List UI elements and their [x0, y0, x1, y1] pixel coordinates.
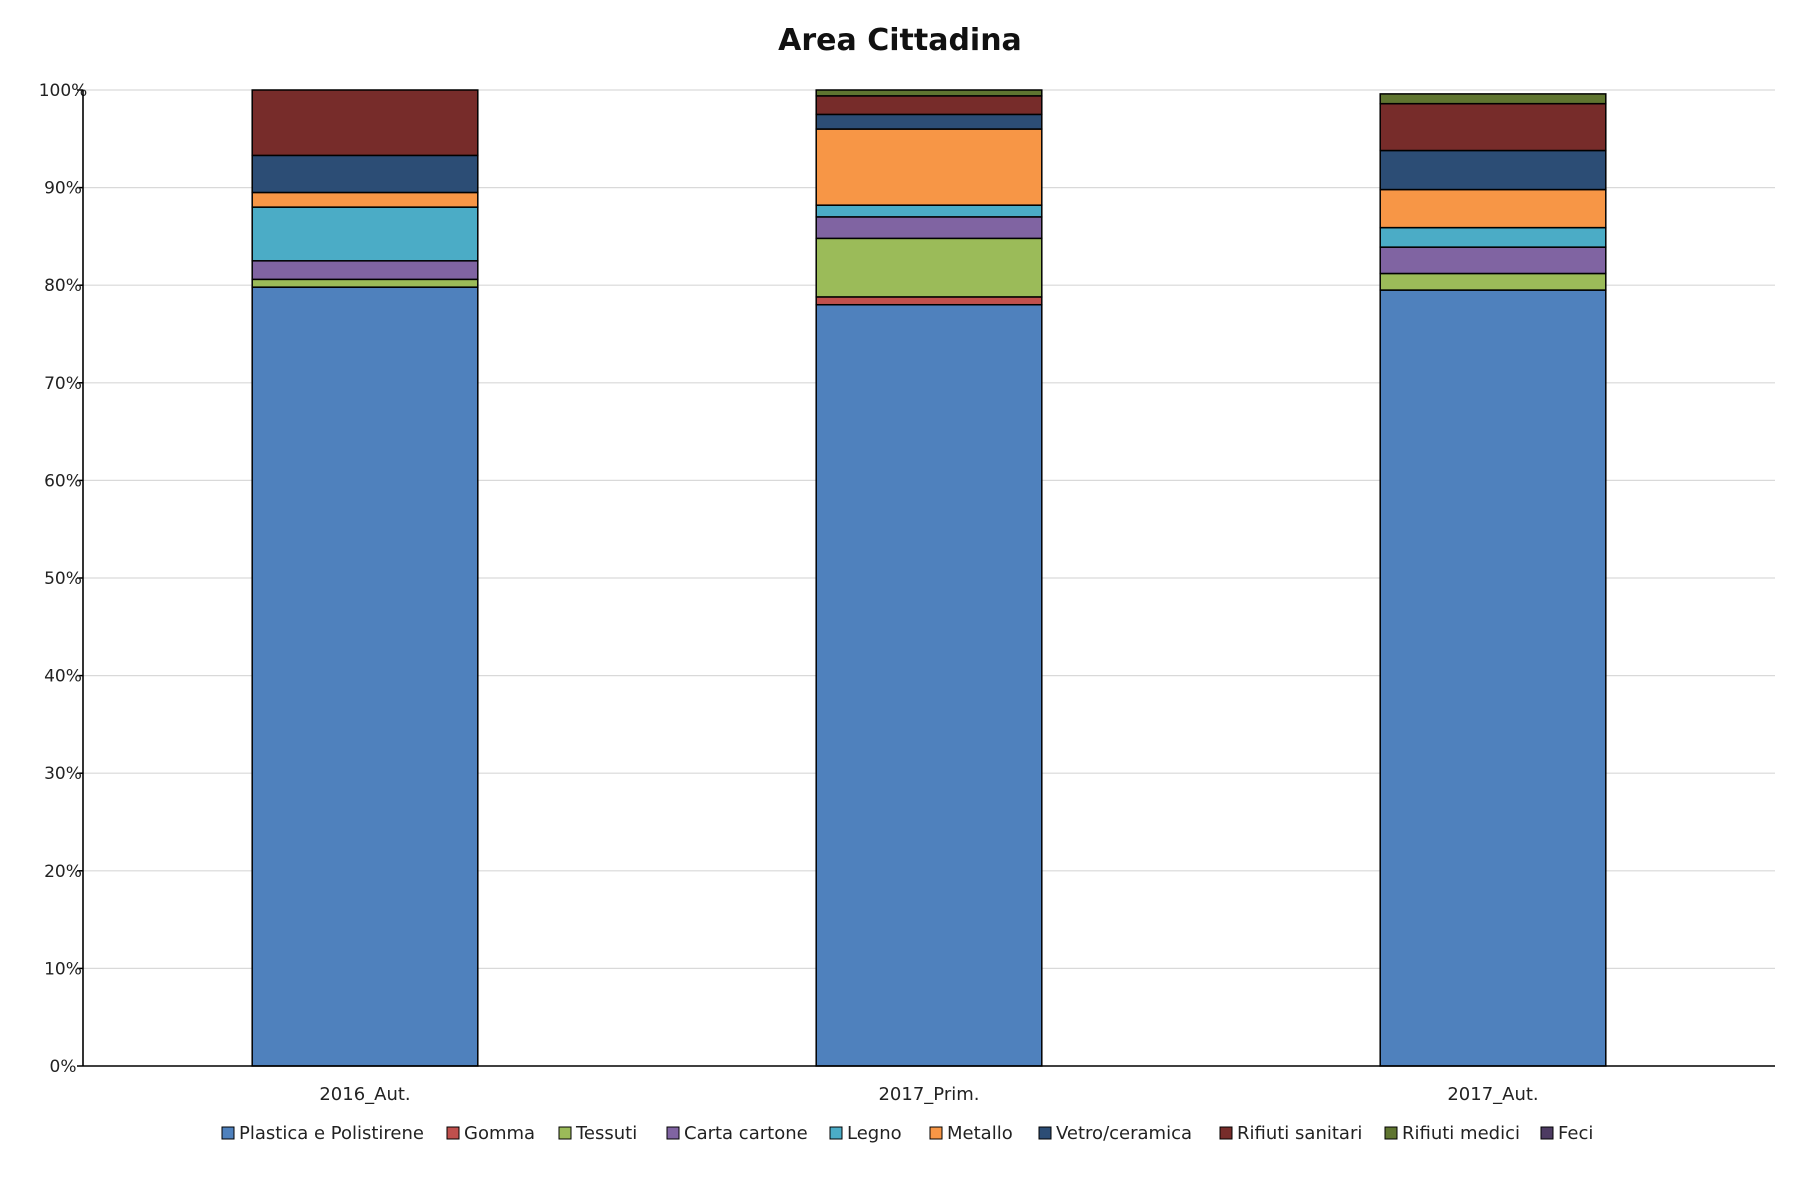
x-category-label: 2017_Prim. [878, 1084, 979, 1105]
legend-label: Legno [847, 1123, 902, 1144]
bar-segment [1379, 93, 1607, 105]
bar-segment [251, 154, 479, 194]
bar-segment [251, 278, 479, 288]
y-tick-label: 60% [44, 471, 82, 491]
bar-segment [1379, 246, 1607, 275]
legend-label: Tessuti [575, 1123, 637, 1144]
legend-swatch [1219, 1126, 1233, 1140]
legend-swatch [1540, 1126, 1554, 1140]
y-tick-label: 20% [44, 862, 82, 882]
legend-label: Rifiuti medici [1402, 1123, 1520, 1144]
y-tick-label: 80% [44, 276, 82, 296]
chart-title: Area Cittadina [778, 23, 1022, 58]
x-axis-labels: 2016_Aut. 2017_Prim. 2017_Aut. [319, 1084, 1538, 1105]
bar-segment [815, 95, 1043, 116]
bar-segment [1379, 226, 1607, 248]
bar-segment [251, 191, 479, 208]
bar-segment [1379, 272, 1607, 291]
y-axis-ticks: 0% 10% 20% 30% 40% 50% 60% 70% 80% 90% 100% [39, 81, 88, 1077]
y-tick-label: 100% [39, 81, 88, 101]
legend-swatch [929, 1126, 943, 1140]
bar-segment [251, 206, 479, 262]
bar-segment [815, 113, 1043, 130]
bar-segment [1379, 102, 1607, 152]
legend-swatch [1038, 1126, 1052, 1140]
bar-segment [815, 303, 1043, 1067]
bar-segment [815, 237, 1043, 298]
y-tick-label: 90% [44, 179, 82, 199]
legend-swatch [446, 1126, 460, 1140]
x-category-label: 2016_Aut. [319, 1084, 410, 1105]
bar-segment [815, 128, 1043, 206]
legend-label: Feci [1558, 1123, 1593, 1144]
legend: Plastica e Polistirene Gomma Tessuti Carta … [221, 1123, 1593, 1144]
legend-label: Rifiuti sanitari [1237, 1123, 1362, 1144]
bar-segment [1379, 188, 1607, 229]
legend-label: Metallo [947, 1123, 1013, 1144]
legend-swatch [558, 1126, 572, 1140]
legend-label: Vetro/ceramica [1056, 1123, 1192, 1144]
y-tick-label: 70% [44, 374, 82, 394]
bar-segment [251, 260, 479, 281]
bar-segment [815, 89, 1043, 97]
legend-label: Carta cartone [684, 1123, 808, 1144]
legend-label: Gomma [464, 1123, 535, 1144]
y-tick-label: 0% [50, 1057, 77, 1077]
y-tick-label: 50% [44, 569, 82, 589]
y-tick-label: 40% [44, 667, 82, 687]
bar-segment [251, 286, 479, 1067]
legend-swatch [666, 1126, 680, 1140]
legend-swatch [1384, 1126, 1398, 1140]
bar-segment [1379, 289, 1607, 1067]
axes [82, 90, 1775, 1067]
bars [251, 89, 1607, 1067]
bar-segment [815, 204, 1043, 218]
y-tick-label: 30% [44, 764, 82, 784]
bar-segment [815, 296, 1043, 306]
legend-swatch [829, 1126, 843, 1140]
y-tick-label: 10% [44, 959, 82, 979]
legend-label: Plastica e Polistirene [239, 1123, 424, 1144]
bar-segment [1379, 149, 1607, 191]
legend-swatch [221, 1126, 235, 1140]
bar-segment [815, 216, 1043, 240]
bar-segment [251, 89, 479, 157]
x-category-label: 2017_Aut. [1447, 1084, 1538, 1105]
